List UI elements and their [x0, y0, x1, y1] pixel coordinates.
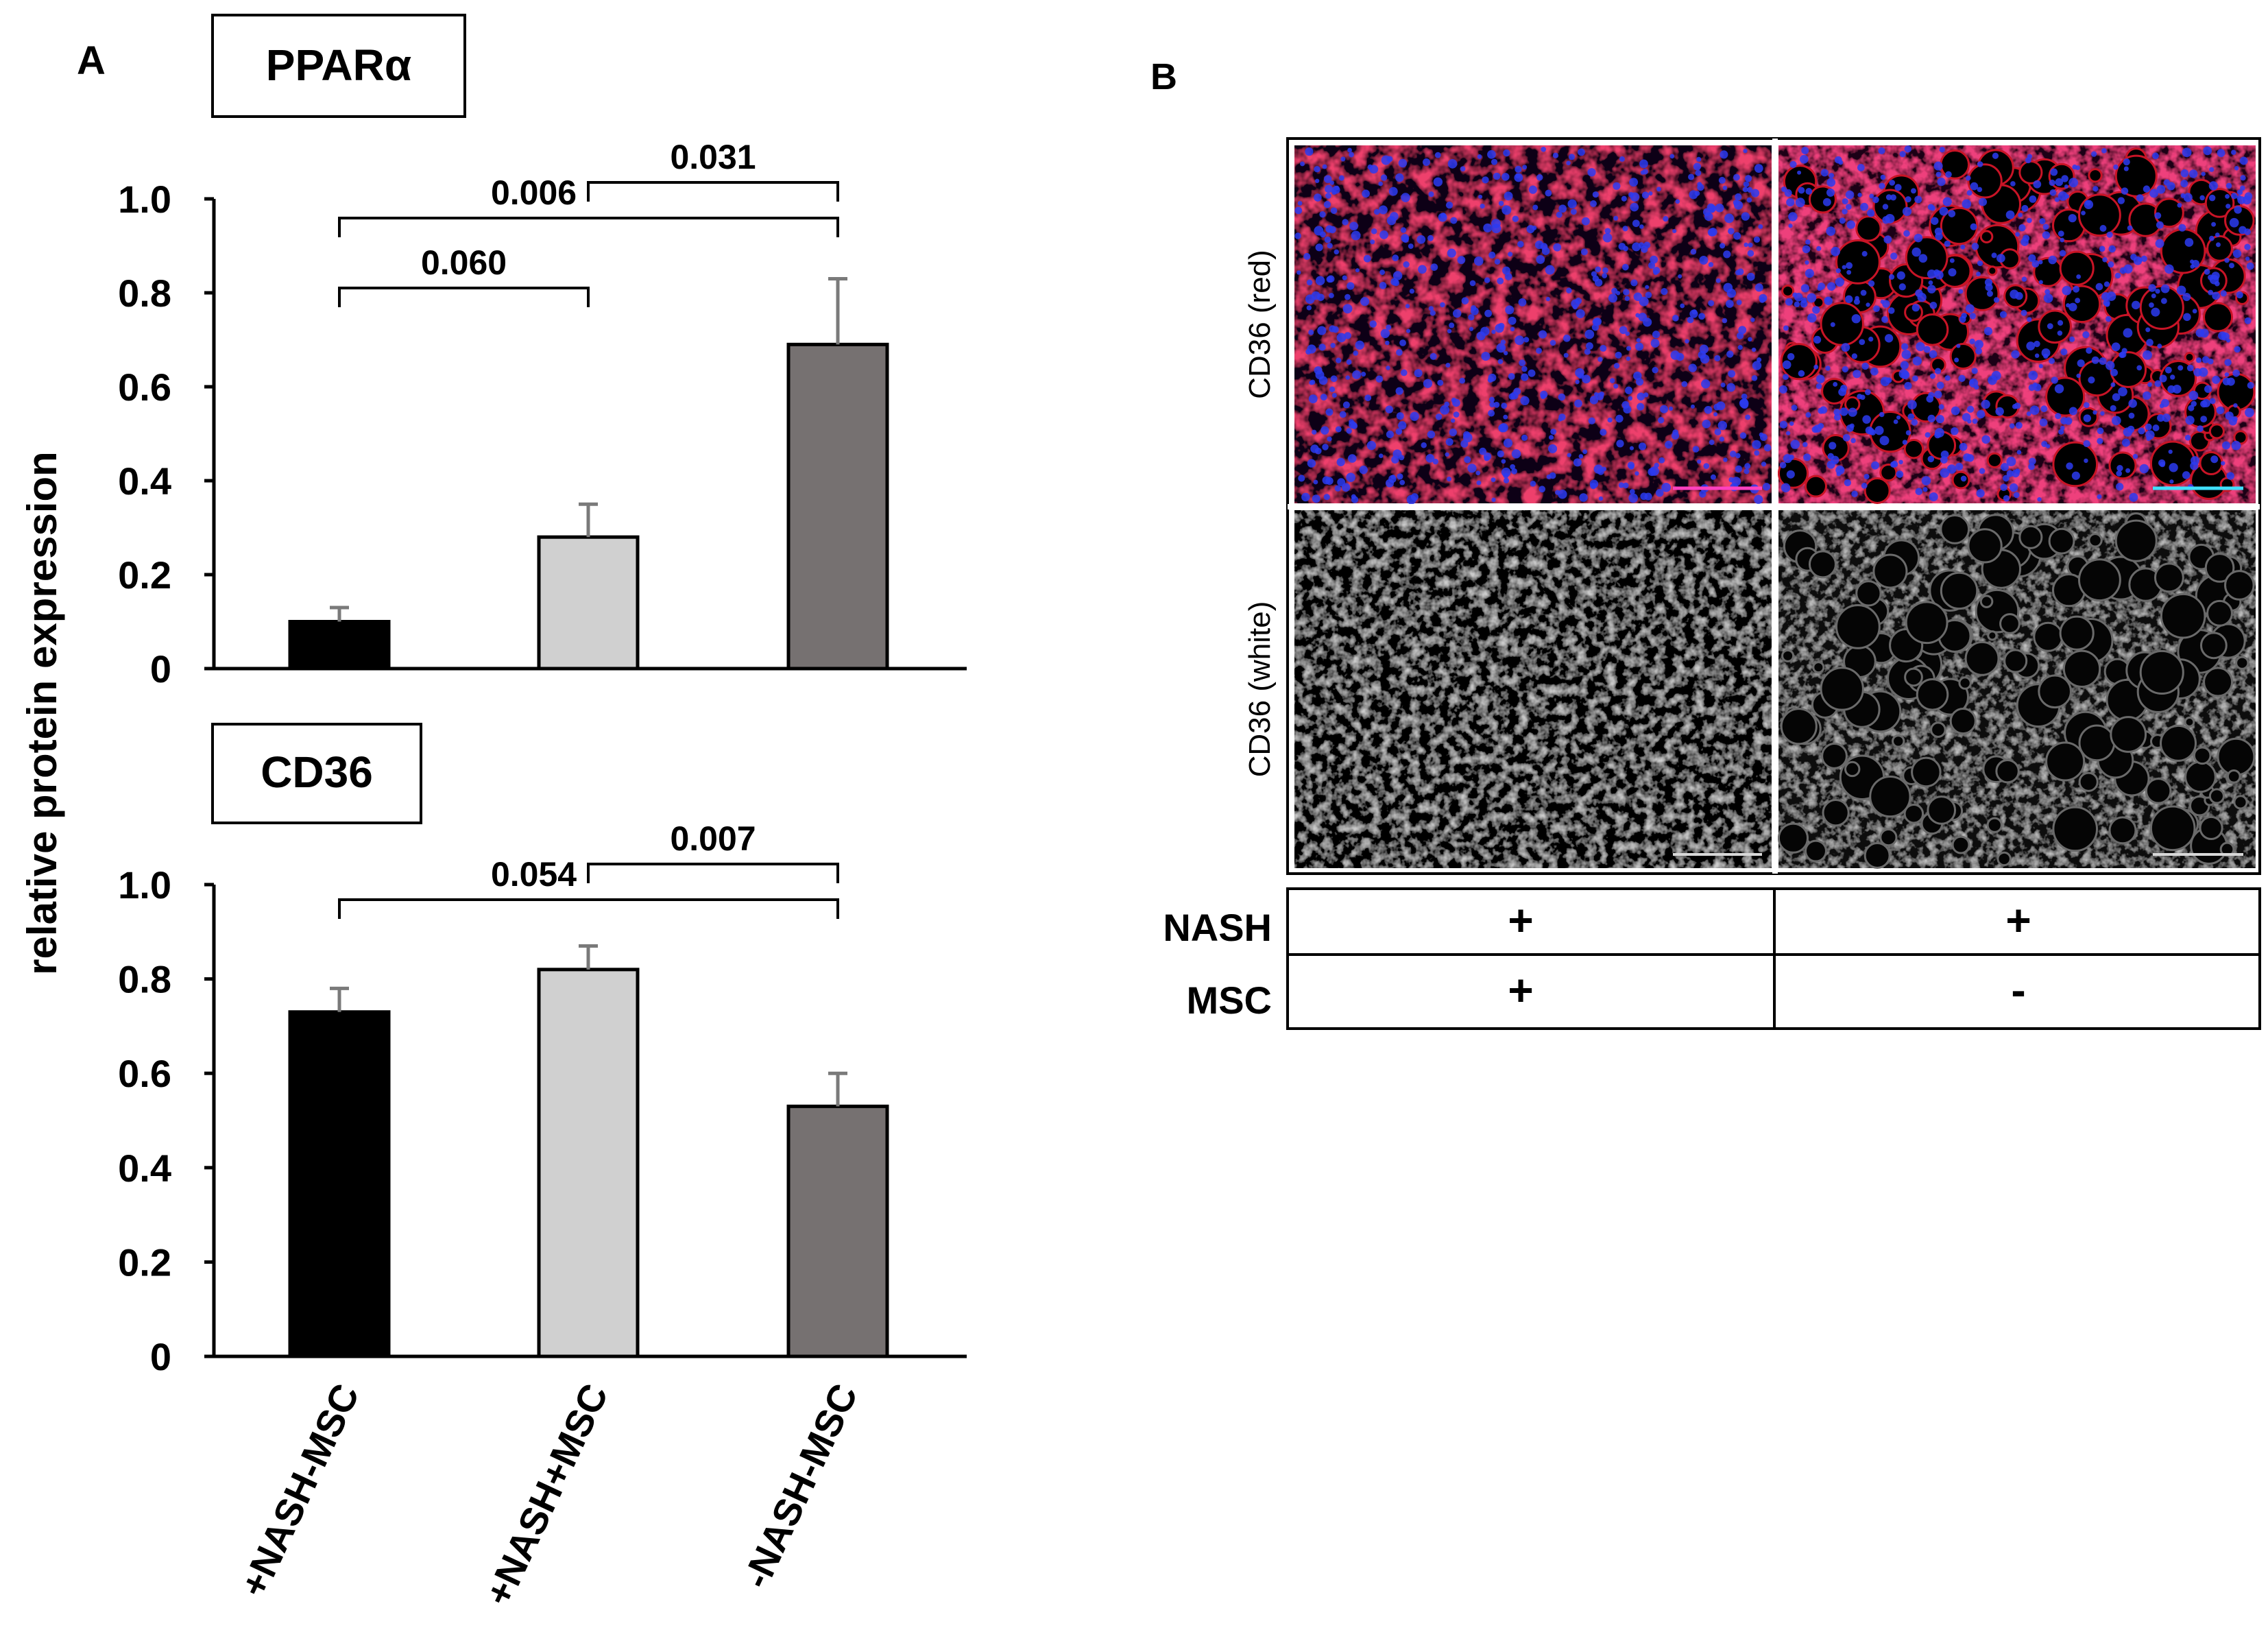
bar	[288, 1010, 391, 1358]
panel-label-b: B	[1150, 56, 1177, 97]
table-cell-nash-1: +	[1508, 896, 1533, 945]
y-tick-label: 0	[150, 1335, 171, 1378]
error-bar	[828, 1071, 847, 1107]
micrograph-white-msc-plus	[1294, 510, 1772, 868]
y-tick-label: 0.2	[118, 1241, 171, 1284]
p-value-label: 0.054	[491, 855, 577, 894]
micrograph-panel: CD36 (red) CD36 (white)	[1243, 137, 2261, 875]
category-label: -NASH-MSC	[734, 1377, 866, 1594]
y-tick-label: 0.6	[118, 365, 171, 409]
bar	[537, 968, 640, 1358]
y-tick-label: 0.6	[118, 1052, 171, 1095]
error-bar	[330, 986, 349, 1012]
bar	[288, 620, 391, 671]
y-tick-label: 0	[150, 647, 171, 691]
table-cell-nash-2: +	[2005, 896, 2031, 945]
error-bar	[579, 502, 598, 538]
chart-ppar-alpha: PPARα 0 0.2 0.4 0.6 0.8 1.0 0.060 0.006 0.031	[118, 14, 967, 691]
error-bar	[330, 606, 349, 622]
significance-bracket	[587, 181, 839, 202]
chart-title-box	[211, 14, 466, 118]
y-axis-label: relative protein expression	[19, 451, 65, 975]
micrograph-red-msc-plus	[1294, 145, 1772, 505]
table-row-label-nash: NASH	[1163, 906, 1272, 949]
significance-bracket	[338, 287, 590, 307]
p-value-label: 0.060	[421, 243, 507, 282]
error-bar	[828, 276, 847, 345]
category-label: +NASH+MSC	[476, 1377, 616, 1612]
table-cell-msc-2: -	[2011, 966, 2025, 1015]
micrograph-row-label-red: CD36 (red)	[1243, 250, 1277, 399]
y-tick-label: 0.8	[118, 958, 171, 1001]
table-cell-msc-1: +	[1508, 966, 1533, 1015]
condition-table: NASH MSC + + + -	[1163, 887, 2261, 1030]
category-labels: +NASH-MSC +NASH+MSC -NASH-MSC	[231, 1377, 865, 1612]
micrograph-red-msc-minus	[1777, 145, 2256, 504]
p-value-label: 0.031	[670, 138, 756, 176]
p-value-label: 0.007	[670, 819, 756, 858]
bar	[786, 1104, 889, 1358]
significance-bracket	[587, 863, 839, 883]
category-label: +NASH-MSC	[231, 1377, 367, 1603]
error-bar	[579, 944, 598, 970]
y-tick-label: 0.4	[118, 1147, 171, 1190]
y-tick-label: 0.8	[118, 272, 171, 315]
y-tick-label: 0.4	[118, 459, 171, 503]
panel-label-a: A	[77, 38, 106, 83]
micrograph-row-label-white: CD36 (white)	[1243, 601, 1277, 778]
bar	[537, 535, 640, 671]
micrograph-white-msc-minus	[1777, 510, 2256, 869]
chart-title: CD36	[261, 747, 373, 797]
chart-title: PPARα	[266, 40, 411, 90]
p-value-label: 0.006	[491, 173, 577, 212]
y-tick-label: 1.0	[118, 178, 171, 221]
y-tick-label: 0.2	[118, 553, 171, 597]
significance-bracket	[338, 217, 839, 237]
chart-cd36: CD36 0 0.2 0.4 0.6 0.8 1.0 0.054 0.007	[118, 723, 967, 1378]
bar	[786, 342, 889, 671]
table-row-label-msc: MSC	[1187, 979, 1272, 1022]
y-tick-label: 1.0	[118, 863, 171, 907]
significance-bracket	[338, 898, 839, 919]
chart-title-box	[211, 723, 422, 824]
